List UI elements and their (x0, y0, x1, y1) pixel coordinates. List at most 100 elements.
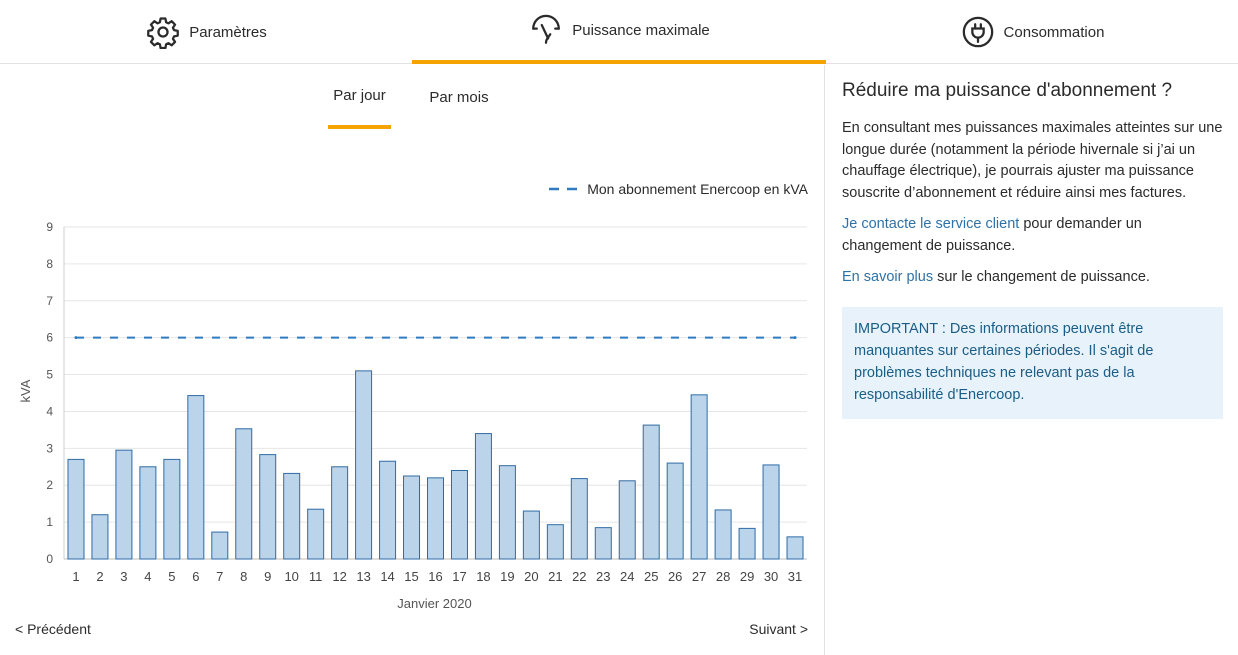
y-tick-label: 7 (46, 294, 53, 308)
bar (450, 469, 468, 560)
bar (666, 462, 684, 560)
x-tick-label: 9 (264, 569, 271, 584)
x-tick-label: 13 (356, 569, 370, 584)
bar (738, 527, 756, 560)
x-tick-label: 7 (216, 569, 223, 584)
x-tick-label: 14 (380, 569, 394, 584)
bar (427, 477, 444, 560)
next-button[interactable]: Suivant > (749, 621, 808, 637)
x-tick-label: 31 (788, 569, 802, 584)
x-tick-label: 2 (96, 569, 103, 584)
x-tick-label: 19 (500, 569, 514, 584)
x-tick-label: 1 (72, 569, 79, 584)
x-tick-label: 22 (572, 569, 586, 584)
bar (67, 458, 85, 560)
bar (498, 465, 516, 560)
important-notice: IMPORTANT : Des informations peuvent êtr… (842, 306, 1223, 419)
x-tick-label: 17 (452, 569, 466, 584)
x-tick-label: 27 (692, 569, 706, 584)
tab-parametres[interactable]: Paramètres (0, 0, 412, 64)
subtab-par-jour[interactable]: Par jour (328, 65, 391, 129)
x-tick-label: 20 (524, 569, 538, 584)
bar (522, 510, 540, 560)
x-tick-label: 16 (428, 569, 442, 584)
x-tick-label: 24 (620, 569, 634, 584)
tab-puissance-maximale[interactable]: Puissance maximale (412, 0, 826, 64)
bar (762, 464, 780, 560)
previous-button[interactable]: < Précédent (15, 621, 91, 637)
bar (594, 527, 612, 560)
bar (259, 454, 277, 560)
y-tick-label: 5 (46, 368, 53, 382)
x-tick-label: 30 (764, 569, 778, 584)
y-axis-title: kVA (18, 379, 33, 402)
y-tick-label: 9 (46, 220, 53, 234)
y-tick-label: 1 (46, 515, 53, 529)
more-paragraph: En savoir plus sur le changement de puis… (842, 267, 1223, 289)
y-tick-label: 0 (46, 552, 53, 566)
tab-consommation[interactable]: Consommation (826, 0, 1238, 64)
bar (618, 480, 636, 560)
y-tick-label: 8 (46, 257, 53, 271)
x-tick-label: 23 (596, 569, 610, 584)
bar (91, 514, 109, 560)
gauge-icon (528, 12, 564, 48)
x-tick-label: 6 (192, 569, 199, 584)
plug-icon (960, 14, 996, 50)
bar (331, 466, 349, 560)
bar (403, 475, 421, 560)
bar (307, 508, 325, 560)
bar (115, 449, 133, 560)
contact-text: pour demander un changement de puissance… (842, 216, 1142, 254)
x-tick-label: 26 (668, 569, 682, 584)
x-tick-label: 8 (240, 569, 247, 584)
bar (187, 395, 205, 560)
bar (163, 458, 181, 560)
info-panel: Réduire ma puissance d'abonnement ? En c… (842, 78, 1223, 419)
learn-more-link[interactable]: En savoir plus (842, 269, 934, 285)
chart-legend[interactable]: Mon abonnement Enercoop en kVA (549, 181, 808, 197)
x-tick-label: 25 (644, 569, 658, 584)
bar (570, 478, 588, 560)
x-tick-label: 21 (548, 569, 562, 584)
bar (690, 394, 708, 560)
tab-label: Puissance maximale (572, 21, 710, 39)
x-tick-label: 5 (168, 569, 175, 584)
bar (139, 466, 157, 560)
y-tick-label: 3 (46, 441, 53, 455)
info-paragraph: En consultant mes puissances maximales a… (842, 120, 1223, 201)
top-navigation: Paramètres Puissance maximale Consommati… (0, 0, 1238, 64)
x-tick-label: 10 (284, 569, 298, 584)
x-tick-label: 15 (404, 569, 418, 584)
y-tick-label: 4 (46, 404, 53, 418)
contact-link[interactable]: Je contacte le service client (842, 216, 1020, 232)
bar (546, 524, 564, 560)
y-tick-label: 2 (46, 478, 53, 492)
bar (642, 424, 660, 560)
x-tick-label: 29 (740, 569, 754, 584)
x-tick-label: 28 (716, 569, 730, 584)
more-text: sur le changement de puissance. (933, 269, 1150, 285)
x-tick-label: 11 (309, 569, 323, 584)
bar (235, 428, 253, 560)
contact-paragraph: Je contacte le service client pour deman… (842, 214, 1223, 257)
bar (474, 433, 492, 560)
bar (211, 531, 229, 560)
x-tick-label: 18 (476, 569, 490, 584)
bar (283, 472, 301, 560)
dashed-line-legend-icon (549, 187, 578, 191)
bar (714, 509, 732, 560)
x-tick-label: 3 (120, 569, 127, 584)
y-tick-label: 6 (46, 331, 53, 345)
tab-label: Paramètres (189, 23, 267, 41)
subtab-par-mois[interactable]: Par mois (429, 88, 489, 106)
reference-point (74, 336, 78, 340)
gear-icon (145, 14, 181, 50)
legend-label: Mon abonnement Enercoop en kVA (587, 181, 808, 197)
bar (379, 460, 397, 560)
x-tick-label: 4 (144, 569, 151, 584)
tab-label: Consommation (1003, 23, 1105, 41)
reference-point (793, 336, 797, 340)
info-title: Réduire ma puissance d'abonnement ? (842, 80, 1173, 101)
